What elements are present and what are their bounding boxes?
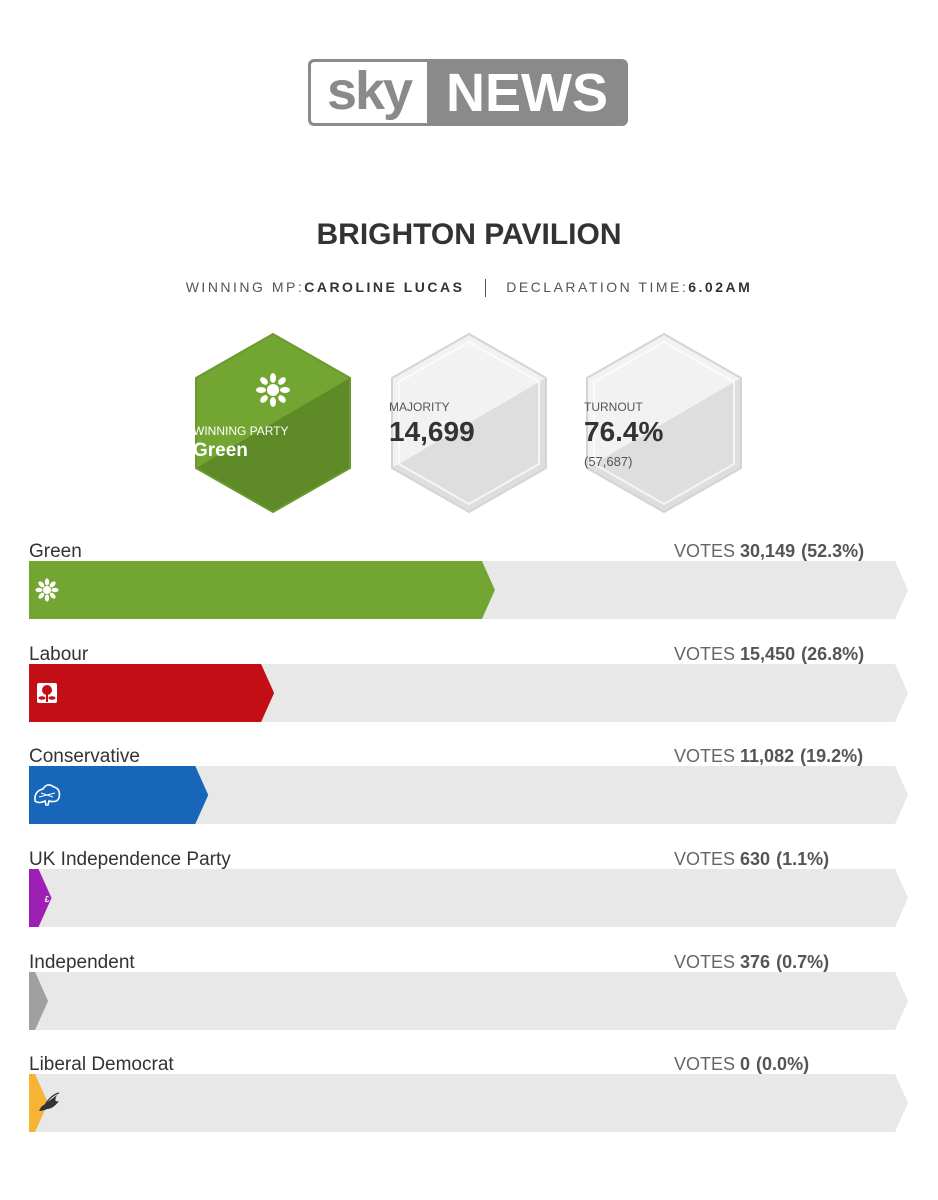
labour-rose-icon — [37, 683, 57, 703]
turnout-label: TURNOUT — [584, 400, 643, 414]
party-name: Conservative — [29, 746, 140, 767]
party-votes: VOTES 0 (0.0%) — [674, 1054, 809, 1075]
result-meta: WINNING MP:CAROLINE LUCAS DECLARATION TI… — [0, 279, 938, 298]
winning-mp-label: WINNING MP: — [185, 279, 305, 295]
party-row-ukip: UK Independence Party VOTES 630 (1.1%) £ — [29, 849, 909, 939]
sky-news-logo: sky NEWS — [308, 59, 628, 126]
meta-divider — [484, 279, 486, 298]
votes-percent: (0.7%) — [776, 952, 830, 972]
bar-track — [29, 766, 908, 824]
declaration-time-label: DECLARATION TIME: — [506, 279, 689, 295]
votes-count: 0 — [740, 1054, 751, 1074]
bar-green — [29, 561, 495, 619]
party-row-green: Green VOTES 30,149 (52.3%) — [29, 541, 909, 631]
logo-news-text: NEWS — [446, 63, 608, 123]
party-name: Labour — [29, 644, 89, 665]
party-bar-chart: £ — [29, 869, 908, 927]
party-row-libdem: Liberal Democrat VOTES 0 (0.0%) — [29, 1054, 909, 1144]
votes-label: VOTES — [674, 1054, 736, 1074]
bar-labour — [29, 664, 275, 722]
majority-label: MAJORITY — [389, 400, 450, 414]
bar-conservative — [29, 766, 209, 824]
party-bar-chart — [29, 766, 908, 824]
party-name: Independent — [29, 952, 135, 973]
votes-count: 11,082 — [740, 746, 795, 766]
votes-percent: (1.1%) — [776, 849, 830, 869]
votes-count: 630 — [740, 849, 771, 869]
svg-text:£: £ — [45, 895, 50, 904]
constituency-title: BRIGHTON PAVILION — [316, 218, 622, 251]
green-party-logo-icon — [35, 578, 59, 602]
votes-count: 30,149 — [740, 541, 796, 561]
party-bar-chart — [29, 1074, 908, 1132]
party-name: Green — [29, 541, 82, 562]
votes-label: VOTES — [674, 952, 736, 972]
party-votes: VOTES 376 (0.7%) — [674, 952, 829, 973]
winning-party-value: Green — [193, 440, 248, 461]
bar-track — [29, 1074, 908, 1132]
votes-label: VOTES — [674, 541, 736, 561]
votes-count: 376 — [740, 952, 771, 972]
party-row-labour: Labour VOTES 15,450 (26.8%) — [29, 644, 909, 734]
winning-party-label: WINNING PARTY — [193, 424, 289, 438]
bar-track — [29, 972, 908, 1030]
party-bar-chart — [29, 561, 908, 619]
turnout-value: 76.4% — [584, 416, 664, 447]
turnout-votes: (57,687) — [584, 454, 633, 469]
party-name: Liberal Democrat — [29, 1054, 174, 1075]
votes-percent: (0.0%) — [756, 1054, 810, 1074]
party-votes: VOTES 15,450 (26.8%) — [674, 644, 864, 665]
party-bar-chart — [29, 972, 908, 1030]
party-row-conservative: Conservative VOTES 11,082 (19.2%) — [29, 746, 909, 836]
votes-percent: (52.3%) — [801, 541, 865, 561]
winning-party-hexagon: WINNING PARTY Green — [193, 332, 353, 514]
votes-percent: (26.8%) — [801, 644, 865, 664]
votes-label: VOTES — [674, 644, 736, 664]
party-votes: VOTES 30,149 (52.3%) — [674, 541, 864, 562]
bar-independent — [29, 972, 49, 1030]
bar-track — [29, 869, 908, 927]
votes-count: 15,450 — [740, 644, 796, 664]
logo-sky-text: sky — [311, 62, 427, 123]
party-votes: VOTES 11,082 (19.2%) — [674, 746, 863, 767]
bar-liberal-democrat — [29, 1074, 48, 1132]
votes-label: VOTES — [674, 746, 736, 766]
party-votes: VOTES 630 (1.1%) — [674, 849, 829, 870]
libdem-bird-icon — [39, 1092, 60, 1111]
party-name: UK Independence Party — [29, 849, 231, 870]
green-party-logo-icon — [256, 373, 290, 407]
ukip-logo-icon: £ — [45, 895, 50, 904]
party-row-independent: Independent VOTES 376 (0.7%) — [29, 952, 909, 1042]
majority-value: 14,699 — [389, 416, 475, 447]
winning-mp-name: CAROLINE LUCAS — [304, 279, 465, 295]
majority-hexagon: MAJORITY 14,699 — [389, 332, 549, 514]
turnout-hexagon: TURNOUT 76.4% (57,687) — [584, 332, 744, 514]
declaration-time-value: 6.02AM — [688, 279, 753, 295]
votes-label: VOTES — [674, 849, 736, 869]
bar-uk-independence-party — [29, 869, 52, 927]
party-bar-chart — [29, 664, 908, 722]
conservative-tree-icon — [34, 784, 61, 806]
votes-percent: (19.2%) — [800, 746, 864, 766]
